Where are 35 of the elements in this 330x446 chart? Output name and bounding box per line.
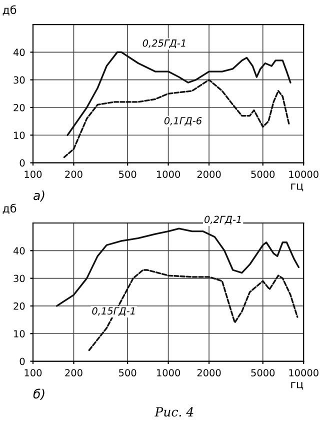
x-tick-label: 200 <box>65 369 82 376</box>
x-tick-label: 10000 <box>289 170 318 178</box>
y-tick-label: 20 <box>14 104 25 112</box>
series-label: 0,15ГД-1 <box>92 307 135 316</box>
y-tick-label: 30 <box>14 76 25 84</box>
x-tick-label: 5000 <box>251 170 275 178</box>
y-tick-label: 0 <box>20 358 25 366</box>
y-tick-label: 40 <box>13 48 25 56</box>
x-tick-label: 100 <box>24 369 42 376</box>
y-axis-title: дб <box>2 5 16 16</box>
x-axis-title: гц <box>291 184 304 192</box>
x-tick-label: 10000 <box>289 369 318 376</box>
x-axis-title: гц <box>291 382 304 390</box>
text: Рис. 4 <box>154 407 194 417</box>
x-tick-label: 2000 <box>197 369 221 376</box>
x-tick-label: 500 <box>119 369 136 376</box>
x-tick-label: 500 <box>119 170 136 178</box>
y-tick-label: 20 <box>14 302 25 310</box>
x-tick-label: 200 <box>65 170 82 178</box>
series-label: 0,2ГД-1 <box>204 216 241 224</box>
text: б) <box>33 388 44 400</box>
y-axis-title: дб <box>2 204 16 214</box>
x-tick-label: 100 <box>24 170 42 178</box>
series-label: 0,25ГД-1 <box>142 39 186 48</box>
y-tick-label: 10 <box>14 330 25 338</box>
x-tick-label: 1000 <box>156 369 180 376</box>
y-tick-label: 0 <box>20 159 25 167</box>
y-tick-label: 40 <box>13 247 25 254</box>
text: 0,1ГД-6 <box>164 117 202 126</box>
x-tick-label: 2000 <box>197 170 221 178</box>
y-tick-label: 10 <box>14 132 25 139</box>
text: а) <box>34 190 44 202</box>
x-tick-label: 5000 <box>251 369 275 376</box>
y-tick-label: 30 <box>14 274 25 282</box>
x-tick-label: 1000 <box>156 170 180 178</box>
